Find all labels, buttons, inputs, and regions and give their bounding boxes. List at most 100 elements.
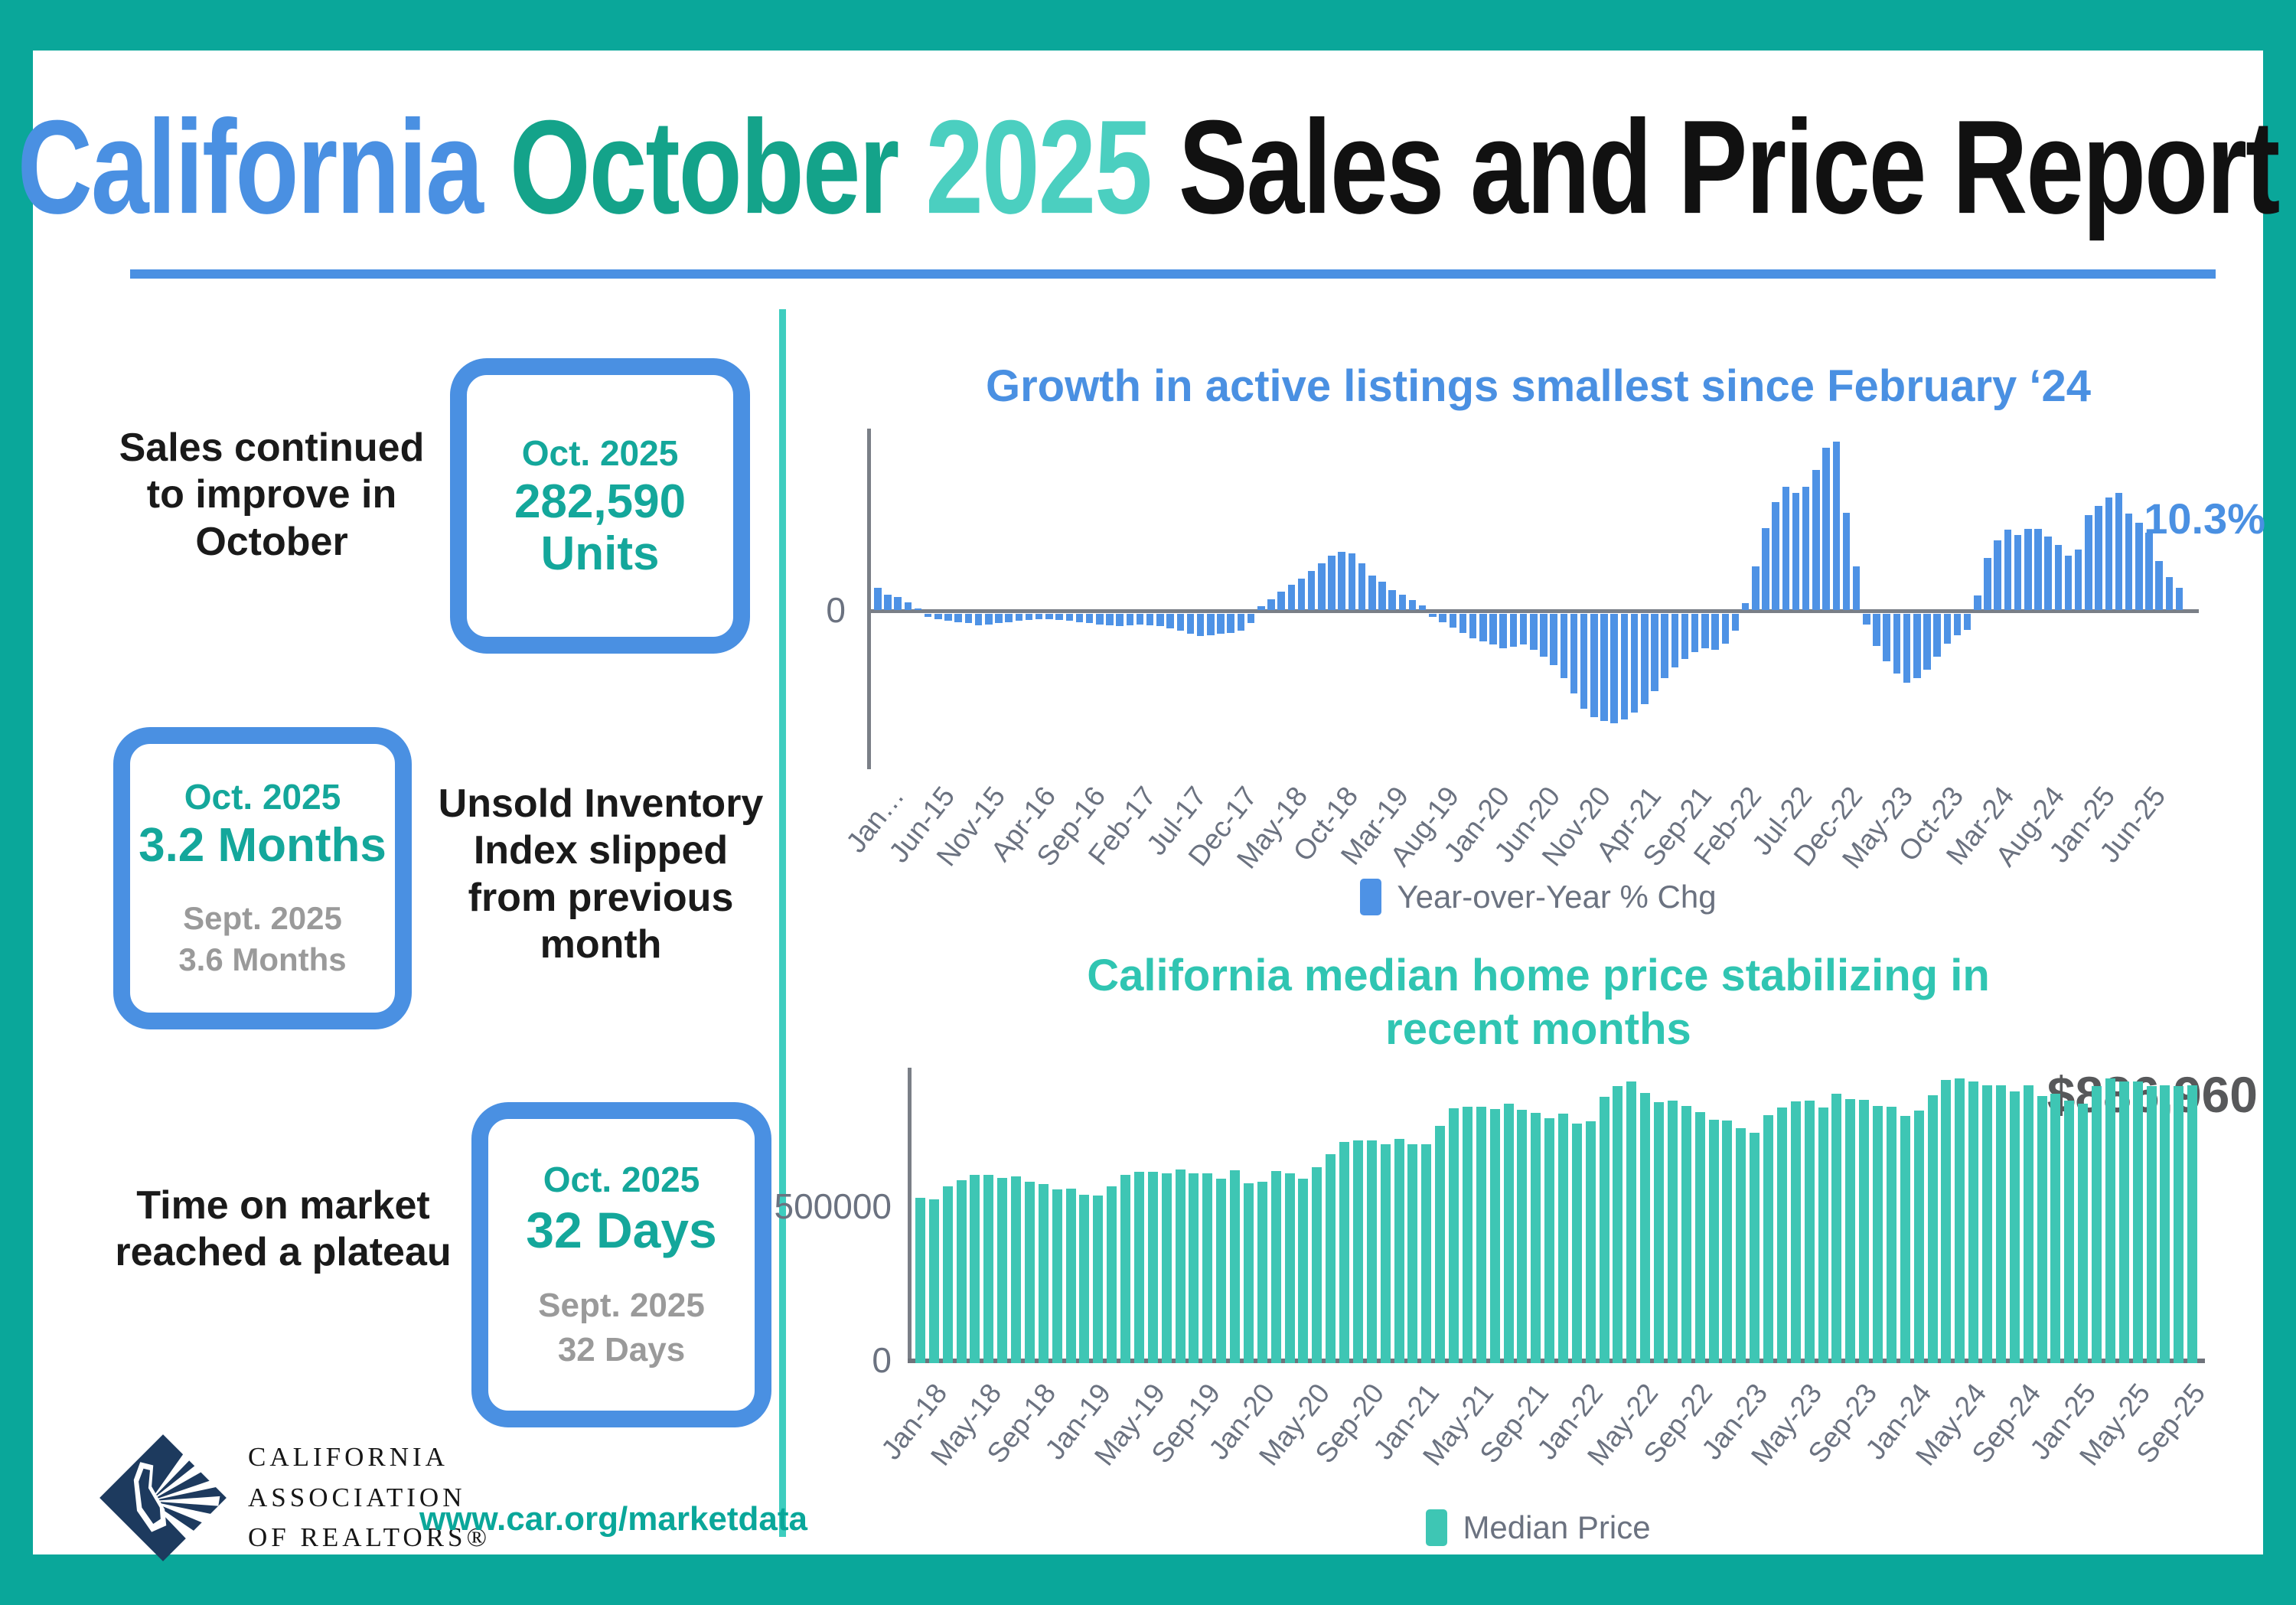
marketdata-url[interactable]: www.car.org/marketdata bbox=[419, 1500, 808, 1538]
price-bar bbox=[1093, 1196, 1104, 1363]
stat-inventory-box: Oct. 2025 3.2 Months Sept. 2025 3.6 Mont… bbox=[113, 727, 412, 1029]
title-report: Sales and Price Report bbox=[1178, 92, 2280, 242]
yoy-bar bbox=[1489, 613, 1497, 645]
price-bar bbox=[1736, 1127, 1746, 1363]
car-logo-icon bbox=[99, 1434, 227, 1561]
yoy-bar bbox=[1822, 448, 1830, 610]
yoy-bar bbox=[1297, 578, 1306, 610]
frame-border-top bbox=[0, 0, 2296, 51]
price-bar bbox=[2118, 1081, 2129, 1363]
yoy-bar bbox=[1358, 563, 1366, 610]
median-price-chart-title: California median home price stabilizing… bbox=[865, 949, 2212, 1055]
price-bar bbox=[2009, 1091, 2020, 1363]
price-bar bbox=[1284, 1173, 1295, 1363]
stat-sales-value: 282,590 bbox=[514, 475, 687, 528]
yoy-bar bbox=[1963, 613, 1971, 630]
price-bar bbox=[1941, 1079, 1952, 1363]
yoy-bar bbox=[1560, 613, 1568, 679]
yoy-bar bbox=[1398, 594, 1407, 610]
yoy-bar bbox=[2125, 514, 2133, 610]
yoy-bar bbox=[1368, 575, 1376, 610]
price-bar bbox=[1257, 1182, 1267, 1363]
stat-sales-period: Oct. 2025 bbox=[521, 433, 679, 474]
price-bar bbox=[1352, 1140, 1363, 1363]
price-bar bbox=[1927, 1095, 1938, 1363]
yoy-bar bbox=[1651, 613, 1658, 691]
price-bar bbox=[1626, 1081, 1637, 1363]
latest-yoy-annotation: 10.3% bbox=[2144, 494, 2265, 543]
yoy-bar bbox=[1974, 595, 1981, 610]
yoy-bar bbox=[1570, 613, 1578, 693]
price-bar bbox=[1189, 1173, 1199, 1363]
yoy-bar bbox=[1136, 613, 1144, 625]
yoy-bar bbox=[1953, 613, 1962, 635]
yoy-bar bbox=[1530, 613, 1538, 651]
price-bar bbox=[997, 1178, 1008, 1363]
price-bar bbox=[1407, 1143, 1418, 1363]
yoy-bar bbox=[1196, 613, 1205, 637]
active-listings-legend: Year-over-Year % Chg bbox=[865, 879, 2212, 915]
price-bar bbox=[942, 1186, 953, 1363]
yoy-bar bbox=[1883, 613, 1890, 661]
yoy-bar bbox=[1610, 613, 1618, 724]
price-bar bbox=[1818, 1107, 1828, 1363]
price-bar bbox=[1339, 1142, 1350, 1363]
yoy-bar bbox=[2165, 577, 2174, 610]
price-bar bbox=[1462, 1107, 1473, 1363]
logo-line3: OF REALTORS® bbox=[248, 1522, 491, 1553]
price-bar bbox=[1804, 1100, 1815, 1363]
price-bar bbox=[1052, 1189, 1062, 1363]
price-bar bbox=[1133, 1171, 1144, 1363]
yoy-bar bbox=[1015, 613, 1023, 621]
frame-border-left bbox=[0, 0, 33, 1605]
yoy-bar bbox=[985, 613, 993, 625]
yoy-bar bbox=[2095, 506, 2102, 610]
car-logo: CALIFORNIA ASSOCIATION OF REALTORS® bbox=[98, 1433, 491, 1563]
yoy-bar bbox=[1711, 613, 1719, 651]
yoy-bar bbox=[1408, 599, 1417, 610]
yoy-bar bbox=[1933, 613, 1941, 657]
price-bar bbox=[1982, 1085, 1993, 1363]
legend-swatch-teal bbox=[1426, 1509, 1448, 1546]
yoy-bar bbox=[1176, 613, 1185, 631]
yoy-bar bbox=[1065, 613, 1073, 621]
yoy-bar bbox=[2175, 587, 2183, 610]
yoy-bar bbox=[1227, 613, 1234, 633]
price-bar bbox=[2187, 1085, 2198, 1363]
yoy-bar bbox=[1782, 487, 1790, 610]
price-bar bbox=[1298, 1179, 1309, 1363]
yoy-bar bbox=[1762, 527, 1769, 610]
zero-line bbox=[867, 609, 2199, 613]
price-bar bbox=[1544, 1117, 1555, 1363]
price-bar bbox=[1120, 1174, 1131, 1363]
yoy-bar bbox=[2054, 545, 2063, 610]
stat-inventory-prev-period: Sept. 2025 bbox=[183, 899, 342, 936]
price-bar bbox=[1968, 1081, 1979, 1363]
yoy-bar bbox=[1449, 613, 1457, 628]
yoy-bar bbox=[1166, 613, 1174, 629]
stat-time-label: Time on market reached a plateau bbox=[115, 1183, 452, 1275]
car-logo-text: CALIFORNIA ASSOCIATION OF REALTORS® bbox=[248, 1437, 491, 1558]
yoy-bar bbox=[2085, 514, 2092, 610]
yoy-bar bbox=[1832, 441, 1841, 610]
stat-inventory-label: Unsold Inventory Index slipped from prev… bbox=[438, 781, 764, 967]
yoy-bar bbox=[1186, 613, 1195, 634]
yoy-bar bbox=[1863, 613, 1870, 625]
yoy-bar bbox=[1237, 613, 1245, 631]
yoy-bar bbox=[974, 613, 983, 626]
yoy-bar bbox=[1257, 606, 1265, 610]
price-bar bbox=[1161, 1173, 1172, 1363]
yoy-bar bbox=[2064, 556, 2073, 610]
price-bar bbox=[1571, 1123, 1582, 1363]
price-bar bbox=[1708, 1119, 1719, 1363]
yoy-bar bbox=[1429, 613, 1437, 617]
price-bar bbox=[1024, 1182, 1035, 1363]
logo-line2: ASSOCIATION bbox=[248, 1482, 466, 1512]
price-bar bbox=[1216, 1178, 1227, 1363]
yoy-bar bbox=[1620, 613, 1629, 719]
price-bar bbox=[1599, 1097, 1609, 1363]
yoy-bar bbox=[2044, 536, 2052, 610]
price-bar bbox=[1558, 1114, 1568, 1363]
yoy-bar bbox=[2024, 528, 2032, 610]
price-bar bbox=[1750, 1133, 1760, 1363]
